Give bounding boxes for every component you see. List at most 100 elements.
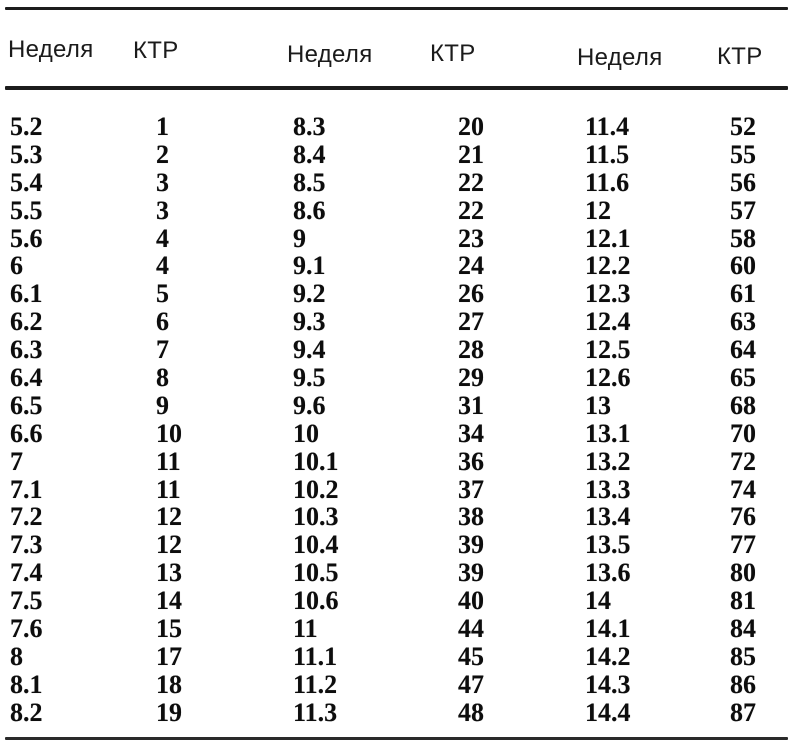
table-row: 7 11 10.1 36 13.2 72 [10,446,800,476]
column-header-ktr-1: КТР [133,37,179,64]
table-cell: 7.2 [10,502,43,532]
column-header-week-1: Неделя [8,36,94,63]
column-header-ktr-3: КТР [717,43,763,70]
table-cell: 8.2 [10,697,43,727]
table-row: 6.3 7 9.4 28 12.5 64 [10,336,800,364]
table-cell: 7 [10,446,23,476]
table-cell: 14.3 [585,669,631,699]
table-cell: 11 [293,614,318,644]
table-cell: 12.3 [585,279,631,309]
table-cell: 11 [156,446,181,476]
table-row: 6.2 6 9.3 27 12.4 63 [10,308,800,336]
table-cell: 38 [458,502,484,532]
table-cell: 74 [730,474,756,504]
table-cell: 56 [730,167,756,197]
table-cell: 5 [156,279,169,309]
table-cell: 76 [730,502,756,532]
table-cell: 6.3 [10,335,43,365]
table-cell: 9 [156,390,169,420]
table-cell: 39 [458,558,484,588]
table-cell: 9.5 [293,363,326,393]
table-cell: 11.1 [293,641,338,671]
table-cell: 9.3 [293,307,326,337]
table-cell: 8.6 [293,195,326,225]
table-row: 5.6 4 9 23 12.1 58 [10,223,800,253]
table-cell: 80 [730,558,756,588]
table-cell: 84 [730,614,756,644]
table-cell: 6.2 [10,307,43,337]
table-cell: 13.3 [585,474,631,504]
table-row: 5.4 3 8.5 22 11.6 56 [10,167,800,197]
table-cell: 13.1 [585,418,631,448]
table-cell: 6 [10,251,23,281]
table-header-rule [5,86,788,90]
table-cell: 34 [458,418,484,448]
table-cell: 39 [458,530,484,560]
table-cell: 12.1 [585,223,631,253]
table-cell: 40 [458,586,484,616]
table-cell: 15 [156,614,182,644]
table-row: 5.5 3 8.6 22 12 57 [10,195,800,225]
table-cell: 14.1 [585,614,631,644]
table-cell: 64 [730,335,756,365]
table-cell: 10.3 [293,502,339,532]
table-cell: 47 [458,669,484,699]
table-cell: 65 [730,363,756,393]
table-row: 7.4 13 10.5 39 13.6 80 [10,559,800,587]
table-cell: 10 [156,418,182,448]
table-cell: 13 [156,558,182,588]
table-cell: 8 [156,363,169,393]
table-cell: 10.2 [293,474,339,504]
column-header-ktr-2: КТР [430,40,476,67]
table-cell: 5.4 [10,167,43,197]
table-cell: 6.1 [10,279,43,309]
table-cell: 12.5 [585,335,631,365]
table-cell: 10 [293,418,319,448]
table-cell: 7.6 [10,614,43,644]
table-row: 8.1 18 11.2 47 14.3 86 [10,669,800,699]
table-cell: 20 [458,112,484,141]
table-cell: 48 [458,697,484,727]
table-cell: 11.4 [585,112,630,141]
table-cell: 13 [585,390,611,420]
table-cell: 19 [156,697,182,727]
table-row: 6.5 9 9.6 31 13 68 [10,392,800,420]
table-cell: 11.5 [585,139,630,169]
table-bottom-rule [5,737,788,740]
table-row: 6.1 5 9.2 26 12.3 61 [10,280,800,308]
table-cell: 6.5 [10,390,43,420]
table-cell: 17 [156,641,182,671]
table-cell: 31 [458,390,484,420]
table-row: 6.4 8 9.5 29 12.6 65 [10,364,800,392]
table-row: 6 4 9.1 24 12.2 60 [10,252,800,280]
table-cell: 81 [730,586,756,616]
table-cell: 72 [730,446,756,476]
table-cell: 12.2 [585,251,631,281]
table-cell: 12 [585,195,611,225]
table-cell: 52 [730,112,756,141]
table-cell: 85 [730,641,756,671]
table-cell: 2 [156,139,169,169]
table-cell: 6.4 [10,363,43,393]
table-cell: 6.6 [10,418,43,448]
table-cell: 6 [156,307,169,337]
table-cell: 14.4 [585,697,631,727]
table-cell: 60 [730,251,756,281]
table-cell: 87 [730,697,756,727]
table-cell: 12 [156,502,182,532]
table-cell: 12.4 [585,307,631,337]
table-row: 7.3 12 10.4 39 13.5 77 [10,531,800,559]
table-cell: 61 [730,279,756,309]
table-cell: 7.1 [10,474,43,504]
table-cell: 10.4 [293,530,339,560]
table-cell: 7.5 [10,586,43,616]
table-cell: 9.6 [293,390,326,420]
table-cell: 10.1 [293,446,339,476]
table-cell: 3 [156,195,169,225]
table-cell: 13.6 [585,558,631,588]
table-cell: 22 [458,195,484,225]
table-cell: 5.5 [10,195,43,225]
table-cell: 13.4 [585,502,631,532]
table-cell: 4 [156,251,169,281]
table-row: 7.2 12 10.3 38 13.4 76 [10,503,800,531]
